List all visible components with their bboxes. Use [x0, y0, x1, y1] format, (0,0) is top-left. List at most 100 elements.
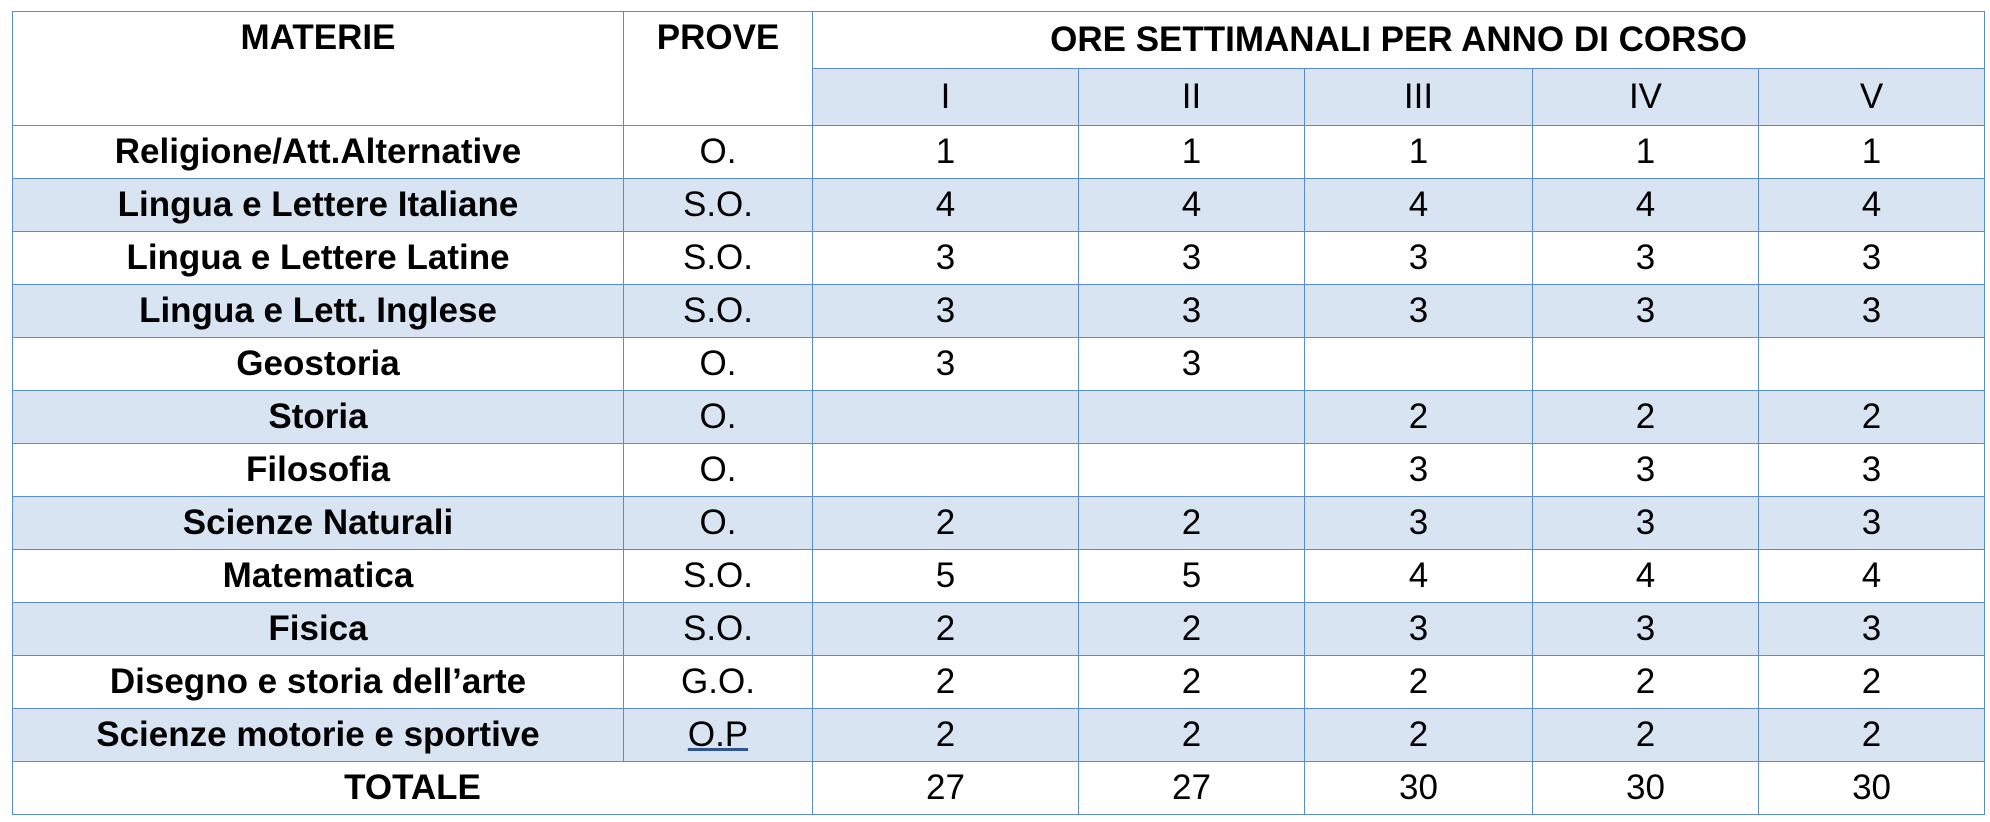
year-header: IV — [1532, 68, 1759, 126]
hours-cell: 2 — [1532, 708, 1759, 762]
hours-cell: 2 — [1757, 655, 1986, 709]
hours-cell: 3 — [812, 337, 1079, 391]
hours-cell: 3 — [812, 231, 1079, 285]
hours-cell: 3 — [1304, 496, 1533, 550]
hours-cell: 3 — [1757, 284, 1986, 338]
totals-row: TOTALE 27 27 30 30 30 — [12, 761, 1986, 815]
prove-cell: O. — [623, 337, 813, 391]
hours-cell — [1078, 390, 1305, 444]
year-header: I — [812, 68, 1079, 126]
hours-cell: 1 — [1078, 125, 1305, 179]
hours-cell — [1532, 337, 1759, 391]
table-row: Matematica S.O. 5 5 4 4 4 — [12, 549, 1986, 603]
header-prove: PROVE — [623, 11, 813, 126]
prove-cell: O. — [623, 496, 813, 550]
hours-cell: 2 — [1304, 390, 1533, 444]
header-ore-settimanali: ORE SETTIMANALI PER ANNO DI CORSO — [811, 11, 1986, 69]
subject-cell: Matematica — [12, 549, 624, 603]
prove-cell: S.O. — [623, 231, 813, 285]
table-row: Scienze motorie e sportive O.P 2 2 2 2 2 — [12, 708, 1986, 762]
hours-cell: 4 — [1532, 549, 1759, 603]
hours-cell: 3 — [1757, 602, 1986, 656]
subject-cell: Filosofia — [12, 443, 624, 497]
hours-cell — [812, 390, 1079, 444]
subject-cell: Religione/Att.Alternative — [12, 125, 624, 179]
table-row: Lingua e Lettere Italiane S.O. 4 4 4 4 4 — [12, 178, 1986, 232]
hours-cell: 4 — [1078, 178, 1305, 232]
hours-cell: 1 — [1304, 125, 1533, 179]
total-cell: 30 — [1532, 761, 1759, 815]
hours-cell — [1304, 337, 1533, 391]
prove-cell: S.O. — [623, 602, 813, 656]
hours-cell: 2 — [1757, 390, 1986, 444]
hours-cell: 3 — [1757, 496, 1986, 550]
prove-cell: S.O. — [623, 284, 813, 338]
years-row: I II III IV V — [13, 68, 1986, 126]
hours-cell: 2 — [1078, 602, 1305, 656]
total-cell: 27 — [812, 761, 1079, 815]
totals-label: TOTALE — [12, 761, 813, 815]
year-header: V — [1757, 68, 1986, 126]
hours-cell — [1757, 337, 1986, 391]
prove-cell: O. — [623, 390, 813, 444]
subject-cell: Lingua e Lettere Italiane — [12, 178, 624, 232]
table-row: Disegno e storia dell’arte G.O. 2 2 2 2 … — [12, 655, 1986, 709]
year-header: III — [1304, 68, 1533, 126]
hours-cell: 2 — [1532, 390, 1759, 444]
subject-cell: Lingua e Lett. Inglese — [12, 284, 624, 338]
hours-cell: 4 — [1304, 178, 1533, 232]
hours-cell: 4 — [1532, 178, 1759, 232]
hours-cell: 2 — [812, 708, 1079, 762]
hours-cell: 4 — [1757, 178, 1986, 232]
subject-cell: Storia — [12, 390, 624, 444]
header-row: MATERIE PROVE ORE SETTIMANALI PER ANNO D… — [12, 11, 1986, 126]
subject-cell: Scienze Naturali — [12, 496, 624, 550]
hours-cell: 2 — [1757, 708, 1986, 762]
hours-cell: 3 — [1078, 284, 1305, 338]
hours-cell: 3 — [1757, 231, 1986, 285]
hours-cell: 3 — [1532, 231, 1759, 285]
table-row: Fisica S.O. 2 2 3 3 3 — [12, 602, 1986, 656]
hours-cell: 2 — [1532, 655, 1759, 709]
total-cell: 30 — [1304, 761, 1533, 815]
prove-cell: S.O. — [623, 549, 813, 603]
hours-cell: 2 — [1078, 496, 1305, 550]
subject-cell: Geostoria — [12, 337, 624, 391]
subject-cell: Scienze motorie e sportive — [12, 708, 624, 762]
subject-cell: Lingua e Lettere Latine — [12, 231, 624, 285]
year-header: II — [1078, 68, 1305, 126]
hours-cell: 3 — [1304, 231, 1533, 285]
hours-cell: 4 — [1757, 549, 1986, 603]
hours-cell: 1 — [1757, 125, 1986, 179]
hours-cell: 2 — [1304, 708, 1533, 762]
hours-cell: 3 — [1757, 443, 1986, 497]
total-cell: 27 — [1078, 761, 1305, 815]
hours-cell: 3 — [812, 284, 1079, 338]
table-row: Storia O. 2 2 2 — [12, 390, 1986, 444]
table-row: Lingua e Lettere Latine S.O. 3 3 3 3 3 — [12, 231, 1986, 285]
table-row: Geostoria O. 3 3 — [12, 337, 1986, 391]
hours-cell — [1078, 443, 1305, 497]
hours-cell: 2 — [812, 602, 1079, 656]
hours-cell: 4 — [812, 178, 1079, 232]
header-materie: MATERIE — [12, 11, 624, 126]
prove-cell-text: O.P — [687, 715, 749, 754]
hours-cell: 3 — [1304, 443, 1533, 497]
prove-cell: G.O. — [623, 655, 813, 709]
prove-cell: O. — [623, 125, 813, 179]
hours-cell: 1 — [1532, 125, 1759, 179]
prove-cell: S.O. — [623, 178, 813, 232]
hours-cell: 3 — [1304, 284, 1533, 338]
subject-cell: Disegno e storia dell’arte — [12, 655, 624, 709]
hours-cell: 3 — [1532, 284, 1759, 338]
hours-cell: 2 — [1078, 708, 1305, 762]
hours-cell: 3 — [1532, 602, 1759, 656]
prove-cell: O.P — [623, 708, 813, 762]
prove-cell: O. — [623, 443, 813, 497]
table-row: Lingua e Lett. Inglese S.O. 3 3 3 3 3 — [12, 284, 1986, 338]
hours-cell: 1 — [812, 125, 1079, 179]
subject-cell: Fisica — [12, 602, 624, 656]
hours-cell: 5 — [812, 549, 1079, 603]
hours-cell: 2 — [1078, 655, 1305, 709]
table-row: Filosofia O. 3 3 3 — [12, 443, 1986, 497]
